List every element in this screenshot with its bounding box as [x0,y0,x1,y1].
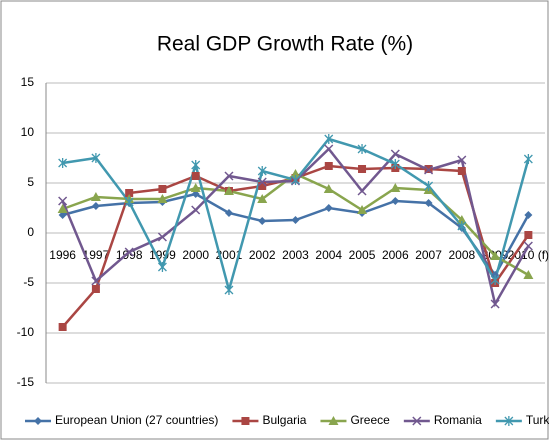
marker [424,181,434,191]
marker [391,197,400,205]
marker [323,184,334,193]
marker [57,204,68,213]
x-tick-label: 1997 [83,248,110,262]
marker [523,270,534,279]
marker [241,417,250,425]
marker [90,192,101,201]
marker [257,166,267,176]
marker [504,416,514,426]
x-tick-label: 1996 [49,248,76,262]
marker [91,153,101,163]
legend-label: Romania [434,413,482,427]
marker [224,209,233,217]
legend-label: Bulgaria [262,413,306,427]
marker [523,241,533,251]
x-tick-label: 2000 [182,248,209,262]
y-tick-label: 10 [21,125,35,139]
marker [291,175,300,185]
marker [224,171,234,181]
marker [324,204,333,212]
marker [490,275,500,285]
marker [291,216,300,224]
marker [456,215,467,224]
y-tick-label: -15 [17,375,35,389]
y-tick-label: 15 [21,75,35,89]
marker [490,251,501,260]
marker [324,162,333,170]
marker [424,165,434,175]
marker [158,185,167,193]
x-tick-label: 2001 [216,248,243,262]
marker [412,416,422,426]
marker [424,199,433,207]
marker [523,154,533,164]
marker [390,183,401,192]
x-tick-label: 2008 [448,248,475,262]
marker [91,285,100,293]
x-tick-label: 2005 [349,248,376,262]
marker [390,159,400,169]
marker [157,232,167,242]
marker [223,186,234,195]
y-tick-label: -5 [23,275,34,289]
chart-title: Real GDP Growth Rate (%) [157,33,413,56]
marker [190,183,201,192]
marker [290,169,301,178]
marker [34,417,42,425]
marker [357,205,368,214]
marker [524,211,533,219]
marker [258,217,267,225]
marker [191,205,201,215]
x-tick-label: 2004 [315,248,342,262]
marker [191,160,201,170]
marker [357,144,367,154]
marker [324,134,334,144]
marker [457,221,467,231]
marker [357,186,367,196]
marker [91,202,100,210]
marker [58,158,68,168]
y-tick-label: 5 [27,175,34,189]
marker [125,189,134,197]
y-tick-label: -10 [17,325,35,339]
marker [390,149,400,159]
marker [58,196,68,206]
y-tick-label: 0 [27,225,34,239]
marker [157,262,167,272]
marker [257,177,267,187]
marker [258,182,267,190]
x-tick-label: 2006 [382,248,409,262]
x-tick-label: 2007 [415,248,442,262]
marker [457,167,466,175]
marker [157,194,168,203]
marker [490,299,500,309]
marker [224,285,234,295]
legend-label: Turkey [526,413,549,427]
marker [358,165,367,173]
marker [58,323,67,331]
marker [457,155,467,165]
marker [328,416,339,425]
marker [257,194,268,203]
marker [124,197,134,207]
marker [124,247,134,257]
x-tick-label: 2003 [282,248,309,262]
marker [91,276,101,286]
marker [191,172,200,180]
marker [524,231,533,239]
marker [324,144,334,154]
legend-label: European Union (27 countries) [55,413,218,427]
x-tick-label: 2002 [249,248,276,262]
legend-label: Greece [350,413,390,427]
